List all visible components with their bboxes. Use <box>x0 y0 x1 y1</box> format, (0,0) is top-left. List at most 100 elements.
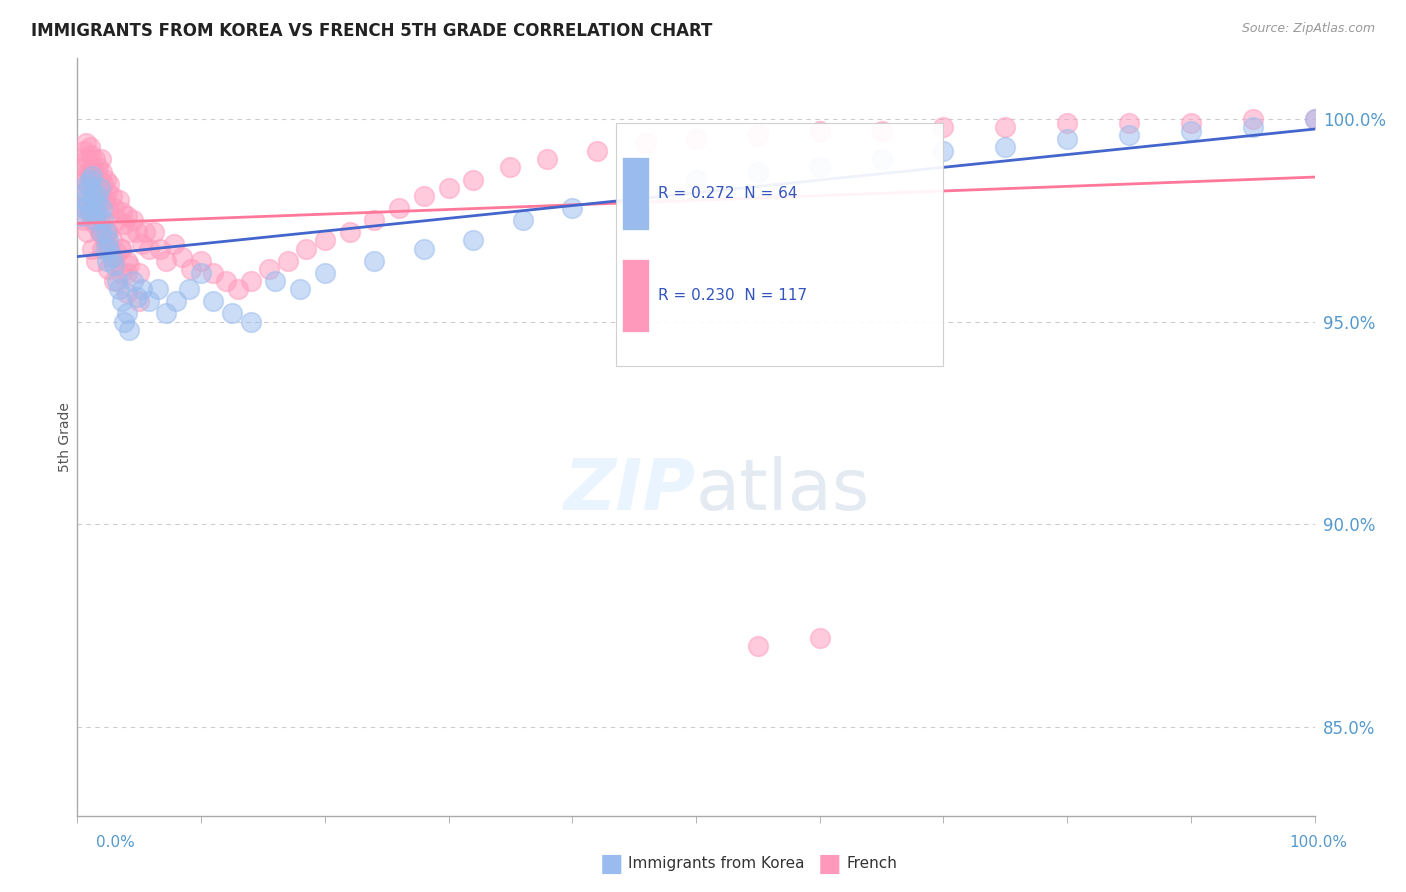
Point <box>932 145 955 159</box>
Point <box>412 189 434 203</box>
Point <box>180 261 202 276</box>
Point <box>84 197 107 211</box>
Point <box>84 213 107 227</box>
Point <box>131 237 153 252</box>
Point <box>101 250 124 264</box>
Text: ZIP: ZIP <box>564 456 696 524</box>
Point <box>83 153 105 167</box>
Point <box>1303 112 1326 126</box>
Point <box>70 172 93 186</box>
Point <box>89 213 111 227</box>
Point <box>103 258 125 272</box>
Point <box>93 193 115 207</box>
Point <box>870 153 893 167</box>
Point <box>87 189 110 203</box>
Point <box>103 201 125 215</box>
Point <box>138 294 160 309</box>
Point <box>115 286 138 301</box>
Point <box>172 250 194 264</box>
Point <box>636 136 658 150</box>
Point <box>932 120 955 134</box>
Point <box>82 242 104 256</box>
Point <box>77 197 100 211</box>
Point <box>73 161 96 175</box>
Point <box>72 145 94 159</box>
Point <box>108 193 131 207</box>
Text: atlas: atlas <box>696 456 870 524</box>
Point <box>149 242 172 256</box>
Point <box>155 253 177 268</box>
Point <box>97 242 120 256</box>
Point <box>277 253 299 268</box>
Point <box>165 294 187 309</box>
Point <box>1180 124 1202 138</box>
Point <box>89 225 111 239</box>
Point <box>122 274 145 288</box>
Point <box>94 225 117 239</box>
Point <box>79 172 101 186</box>
Bar <box>621 157 650 230</box>
Point <box>110 266 132 280</box>
Point <box>1241 120 1264 134</box>
Point <box>97 261 120 276</box>
Text: 100.0%: 100.0% <box>1289 836 1347 850</box>
Bar <box>616 123 943 366</box>
Point <box>75 136 97 150</box>
Point <box>91 242 114 256</box>
Point <box>536 153 558 167</box>
Point <box>1118 128 1140 142</box>
Text: French: French <box>846 856 897 871</box>
Point <box>1056 132 1078 146</box>
Point <box>623 185 645 199</box>
Point <box>1303 112 1326 126</box>
Point <box>131 282 153 296</box>
Point <box>264 274 287 288</box>
Point <box>72 153 94 167</box>
Point <box>118 225 141 239</box>
Point <box>115 253 138 268</box>
Point <box>73 193 96 207</box>
Point <box>747 164 769 178</box>
Point <box>499 161 522 175</box>
Point <box>98 177 121 191</box>
Point <box>128 266 150 280</box>
Text: 0.0%: 0.0% <box>96 836 135 850</box>
Point <box>1118 116 1140 130</box>
Point <box>363 253 385 268</box>
Point <box>82 189 104 203</box>
Point <box>76 193 98 207</box>
Point <box>80 148 103 162</box>
Point <box>105 274 128 288</box>
Point <box>77 164 100 178</box>
Point <box>89 225 111 239</box>
Point <box>226 282 249 296</box>
Point <box>101 189 124 203</box>
Point <box>138 242 160 256</box>
Y-axis label: 5th Grade: 5th Grade <box>58 402 72 472</box>
Point <box>115 306 138 320</box>
Point <box>86 180 108 194</box>
Point <box>84 164 107 178</box>
Point <box>76 177 98 191</box>
Point <box>98 242 121 256</box>
Point <box>1241 112 1264 126</box>
Point <box>76 201 98 215</box>
Point <box>1056 116 1078 130</box>
Point <box>97 201 120 215</box>
Point <box>118 323 141 337</box>
Point <box>388 201 411 215</box>
Text: R = 0.272  N = 64: R = 0.272 N = 64 <box>658 186 797 202</box>
Point <box>72 213 94 227</box>
Point <box>91 193 114 207</box>
Point <box>314 234 336 248</box>
Point <box>115 209 138 223</box>
Point <box>97 234 120 248</box>
Point <box>76 153 98 167</box>
Point <box>103 250 125 264</box>
Text: Immigrants from Korea: Immigrants from Korea <box>628 856 806 871</box>
Point <box>134 225 156 239</box>
Point <box>994 140 1017 154</box>
Point <box>84 209 107 223</box>
Point <box>90 225 112 239</box>
Text: ■: ■ <box>818 852 841 875</box>
